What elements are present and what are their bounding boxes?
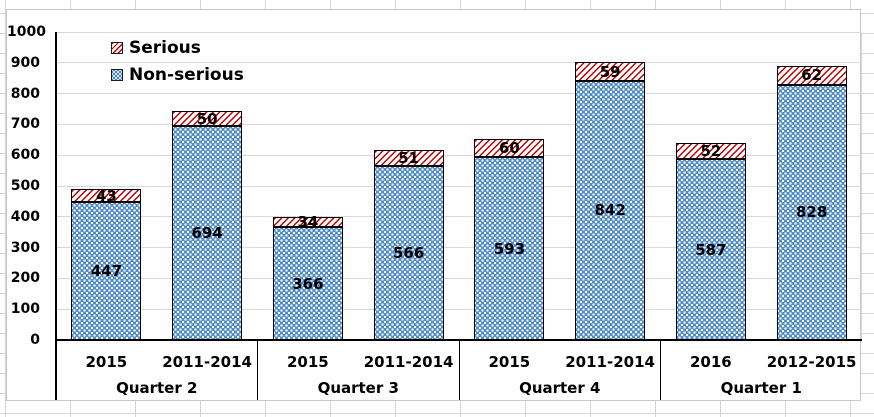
bar-value-label-serious: 62	[801, 66, 823, 85]
bar-value-label-non-serious: 366	[292, 274, 324, 293]
chart-legend: Serious Non-serious	[105, 36, 252, 87]
serious-pattern-swatch-icon	[111, 42, 123, 54]
y-axis-tick-label: 200	[10, 270, 40, 287]
bar-segment-non-serious[interactable]	[373, 165, 444, 340]
y-gridline	[56, 154, 862, 156]
y-gridline	[56, 277, 862, 279]
y-axis-tick-label: 800	[10, 85, 40, 102]
y-axis-tick-label: 100	[10, 301, 40, 318]
y-axis-tick-label: 700	[10, 116, 40, 133]
y-axis-tick-label: 600	[10, 147, 40, 164]
bar-value-label-non-serious: 828	[795, 203, 828, 222]
bar-segment-serious[interactable]	[575, 62, 646, 81]
group-label: Quarter 3	[317, 379, 399, 397]
bar-value-label-serious: 60	[498, 139, 520, 158]
y-gridline	[56, 93, 862, 95]
y-gridline	[56, 62, 862, 64]
bar-value-label-serious: 34	[297, 213, 319, 232]
bar-value-label-non-serious: 593	[493, 239, 526, 258]
y-gridline	[56, 308, 862, 310]
chart-object[interactable]: 0 100 200 300 400 500 600 700 800 900 1000 447 43 201…	[6, 9, 862, 401]
y-axis-tick-label: 900	[10, 54, 40, 71]
bar-segment-non-serious[interactable]	[71, 202, 142, 340]
bar-segment-non-serious[interactable]	[675, 159, 746, 340]
x-axis-line	[55, 339, 862, 341]
y-gridline	[56, 185, 862, 187]
plot-area: 0 100 200 300 400 500 600 700 800 900 1000 447 43 201…	[7, 10, 862, 400]
bar-value-label-non-serious: 566	[392, 243, 425, 262]
y-gridline	[56, 216, 862, 218]
bar-value-label-non-serious: 447	[90, 262, 123, 281]
bar-segment-serious[interactable]	[675, 143, 746, 160]
bar-segment-serious[interactable]	[272, 216, 343, 228]
y-axis-tick-label: 0	[30, 332, 40, 348]
bar-value-label-non-serious: 694	[191, 224, 223, 243]
bar-value-label-serious: 52	[700, 142, 722, 161]
y-gridline	[56, 247, 862, 249]
bar-segment-non-serious[interactable]	[474, 157, 545, 340]
y-gridline	[56, 31, 862, 33]
bar-value-label-non-serious: 587	[695, 240, 727, 259]
bar-segment-serious[interactable]	[373, 149, 444, 166]
group-label: Quarter 4	[519, 379, 601, 397]
y-axis-tick-label: 500	[10, 178, 40, 194]
bar-value-label-serious: 43	[95, 186, 117, 205]
category-label: 2015	[488, 353, 531, 371]
bar-segment-non-serious[interactable]	[575, 80, 646, 340]
legend-label-non-serious: Non-serious	[129, 65, 244, 85]
category-label: 2011-2014	[162, 353, 252, 371]
group-separator	[660, 340, 661, 400]
y-axis-tick-label: 300	[10, 239, 40, 256]
bar-value-label-non-serious: 842	[594, 201, 626, 220]
bar-segment-serious[interactable]	[776, 65, 847, 85]
non-serious-pattern-swatch-icon	[111, 69, 123, 81]
bar-segment-non-serious[interactable]	[272, 227, 343, 340]
category-label: 2015	[287, 353, 329, 371]
category-label: 2011-2014	[363, 353, 454, 371]
group-separator	[458, 340, 460, 400]
category-label: 2015	[85, 353, 128, 371]
group-label: Quarter 2	[116, 379, 198, 397]
bar-value-label-serious: 50	[196, 109, 218, 128]
y-axis-tick-label: 400	[10, 208, 40, 225]
bar-segment-non-serious[interactable]	[776, 84, 847, 340]
bar-value-label-serious: 59	[599, 62, 621, 81]
legend-item-non-serious[interactable]: Non-serious	[105, 63, 252, 87]
y-axis-line	[55, 32, 57, 400]
group-separator	[257, 340, 258, 400]
bar-value-label-serious: 51	[398, 148, 420, 167]
plot-right-border	[861, 32, 862, 340]
bar-segment-non-serious[interactable]	[172, 126, 243, 340]
category-label: 2011-2014	[565, 353, 655, 371]
bar-segment-serious[interactable]	[474, 138, 545, 158]
group-label: Quarter 1	[720, 379, 802, 397]
y-axis-tick-label: 1000	[7, 24, 46, 40]
y-gridline	[56, 123, 862, 125]
legend-label-serious: Serious	[129, 38, 201, 58]
bar-segment-serious[interactable]	[172, 110, 243, 127]
category-label: 2016	[690, 353, 732, 371]
category-label: 2012-2015	[766, 353, 857, 371]
bar-segment-serious[interactable]	[71, 189, 142, 203]
legend-item-serious[interactable]: Serious	[105, 36, 209, 60]
